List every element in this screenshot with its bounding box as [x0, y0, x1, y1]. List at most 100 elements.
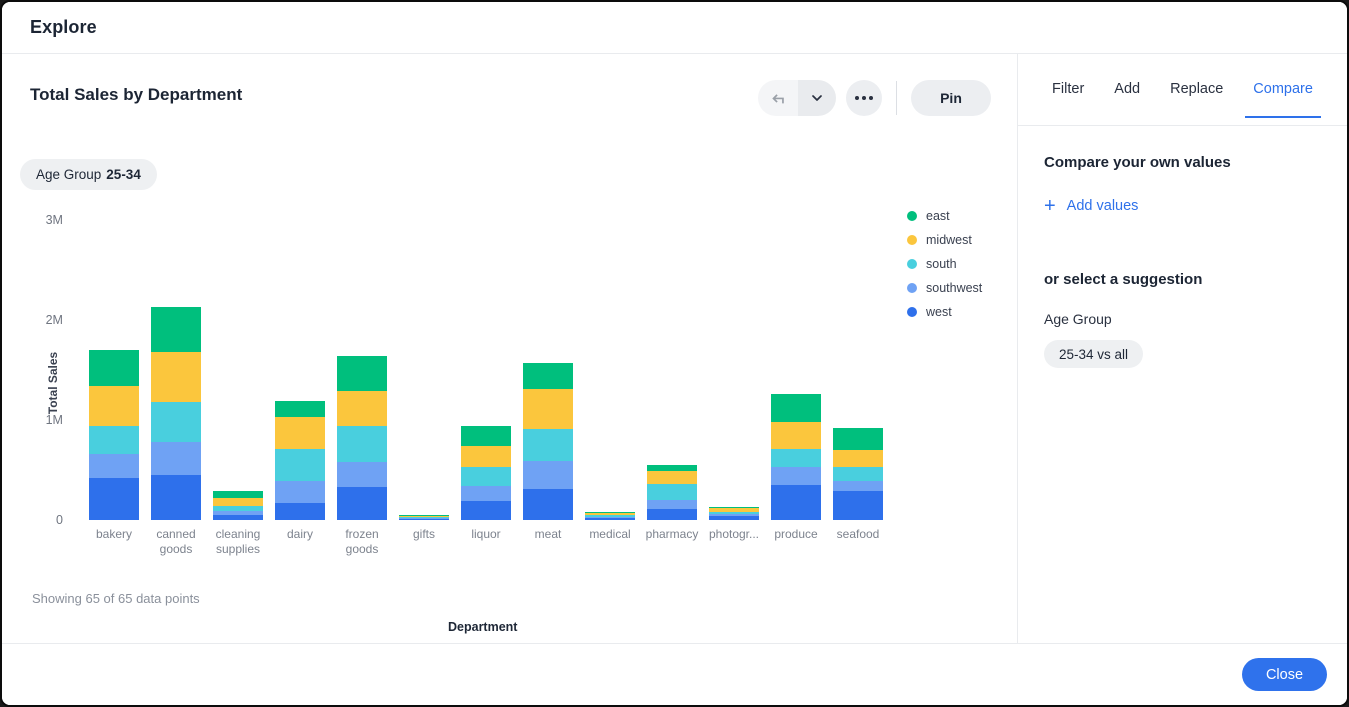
bar-segment-midwest[interactable]: [337, 391, 387, 426]
bar-segment-midwest[interactable]: [709, 508, 759, 512]
bar-segment-south[interactable]: [337, 426, 387, 462]
bar-segment-southwest[interactable]: [585, 516, 635, 518]
bar-segment-south[interactable]: [461, 467, 511, 486]
bar-segment-east[interactable]: [275, 401, 325, 417]
bar-segment-midwest[interactable]: [461, 446, 511, 467]
bar-segment-west[interactable]: [461, 501, 511, 520]
bar-segment-southwest[interactable]: [89, 454, 139, 478]
bar-segment-west[interactable]: [709, 515, 759, 520]
bar-segment-south[interactable]: [523, 429, 573, 461]
bar-segment-southwest[interactable]: [461, 486, 511, 501]
bar-segment-east[interactable]: [771, 394, 821, 422]
tab-replace[interactable]: Replace: [1170, 80, 1224, 97]
bar-segment-midwest[interactable]: [275, 417, 325, 449]
bar-segment-west[interactable]: [337, 487, 387, 520]
bar-segment-southwest[interactable]: [337, 462, 387, 487]
bar-segment-west[interactable]: [213, 514, 263, 520]
bar-segment-east[interactable]: [523, 363, 573, 389]
add-values-button[interactable]: + Add values: [1043, 195, 1327, 217]
bar-segment-southwest[interactable]: [399, 518, 449, 519]
bar-segment-south[interactable]: [771, 449, 821, 467]
chart-title: Total Sales by Department: [30, 85, 243, 104]
bar-segment-east[interactable]: [151, 307, 201, 352]
bar-segment-east[interactable]: [461, 426, 511, 446]
bar-segment-south[interactable]: [585, 515, 635, 517]
bar-segment-midwest[interactable]: [151, 352, 201, 402]
filter-chip-age-group[interactable]: Age Group 25-34: [20, 159, 157, 190]
bar-segment-west[interactable]: [585, 517, 635, 520]
pin-button[interactable]: Pin: [910, 80, 991, 116]
bar-segment-east[interactable]: [585, 511, 635, 512]
undo-button[interactable]: [757, 80, 798, 116]
bar-segment-midwest[interactable]: [585, 512, 635, 515]
bar-segment-southwest[interactable]: [833, 481, 883, 491]
bar-pharmacy: [647, 465, 697, 520]
suggestion-chip[interactable]: 25-34 vs all: [1043, 340, 1144, 368]
undo-menu-button[interactable]: [797, 80, 836, 116]
bar-segment-south[interactable]: [833, 467, 883, 481]
x-tick-gifts: gifts: [412, 527, 435, 541]
bar-segment-southwest[interactable]: [275, 481, 325, 503]
bar-segment-east[interactable]: [709, 507, 759, 509]
bar-segment-southwest[interactable]: [709, 513, 759, 516]
bar-segment-southwest[interactable]: [151, 442, 201, 475]
bar-segment-west[interactable]: [151, 475, 201, 520]
bar-segment-west[interactable]: [275, 503, 325, 520]
bar-segment-midwest[interactable]: [399, 515, 449, 517]
bar-segment-east[interactable]: [337, 356, 387, 391]
bar-segment-midwest[interactable]: [771, 422, 821, 449]
bar-segment-southwest[interactable]: [213, 510, 263, 515]
bar-segment-southwest[interactable]: [647, 500, 697, 509]
more-options-button[interactable]: [845, 80, 882, 116]
bar-segment-south[interactable]: [213, 505, 263, 511]
legend-item-midwest[interactable]: midwest: [907, 228, 982, 252]
bar-liquor: [461, 426, 511, 520]
bar-medical: [585, 511, 635, 520]
bar-segment-west[interactable]: [647, 509, 697, 520]
bar-segment-south[interactable]: [89, 426, 139, 454]
bar-segment-midwest[interactable]: [833, 450, 883, 467]
bar-segment-southwest[interactable]: [523, 461, 573, 489]
legend-dot-west: [907, 307, 917, 317]
bar-segment-east[interactable]: [833, 428, 883, 450]
legend-item-west[interactable]: west: [907, 300, 982, 324]
bar-canned-goods: [151, 307, 201, 520]
tab-compare[interactable]: Compare: [1245, 81, 1321, 118]
bar-segment-west[interactable]: [771, 485, 821, 520]
bar-segment-east[interactable]: [399, 514, 449, 516]
bar-segment-midwest[interactable]: [647, 471, 697, 484]
bar-segment-south[interactable]: [709, 511, 759, 514]
bar-segment-east[interactable]: [89, 350, 139, 386]
legend-item-east[interactable]: east: [907, 204, 982, 228]
bar-segment-west[interactable]: [523, 489, 573, 520]
bar-segment-south[interactable]: [647, 484, 697, 500]
bar-segment-west[interactable]: [89, 478, 139, 520]
bar-segment-south[interactable]: [399, 517, 449, 518]
tab-add[interactable]: Add: [1114, 80, 1141, 97]
bar-frozen-goods: [337, 356, 387, 520]
bar-segment-west[interactable]: [833, 491, 883, 520]
legend-item-southwest[interactable]: southwest: [907, 276, 982, 300]
chart-legend: east midwest south southwest west: [907, 204, 982, 324]
bar-segment-east[interactable]: [213, 490, 263, 498]
x-tick-bakery: bakery: [95, 527, 133, 541]
page-title: Explore: [30, 17, 97, 37]
legend-label: south: [926, 257, 957, 271]
bar-segment-south[interactable]: [151, 402, 201, 442]
bar-segment-west[interactable]: [399, 518, 449, 520]
bar-segment-south[interactable]: [275, 449, 325, 481]
x-tick-frozen-goods: frozen goods: [345, 527, 379, 556]
main-area: Total Sales by Department: [2, 54, 1347, 647]
bar-segment-midwest[interactable]: [523, 389, 573, 429]
legend-item-south[interactable]: south: [907, 252, 982, 276]
bar-segment-midwest[interactable]: [213, 497, 263, 506]
app-header: Explore: [2, 2, 1347, 54]
bar-segment-east[interactable]: [647, 465, 697, 471]
bar-segment-midwest[interactable]: [89, 386, 139, 426]
plus-icon: +: [1043, 195, 1056, 217]
tab-filter[interactable]: Filter: [1052, 80, 1085, 97]
add-values-label: Add values: [1066, 198, 1139, 214]
bar-segment-southwest[interactable]: [771, 467, 821, 485]
close-button[interactable]: Close: [1242, 658, 1327, 691]
